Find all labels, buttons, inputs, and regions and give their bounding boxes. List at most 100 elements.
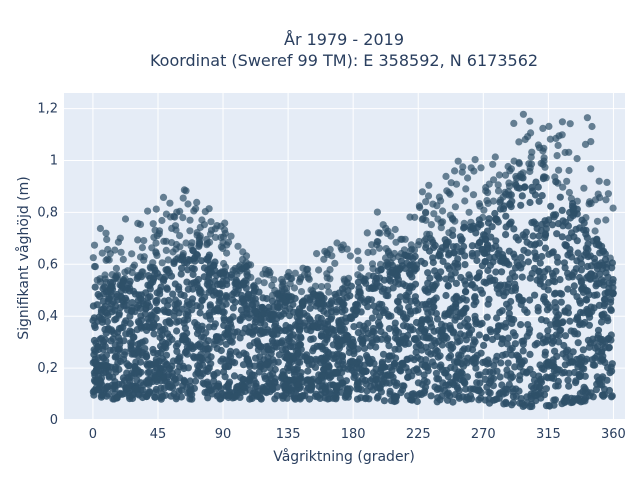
data-point [533,276,541,284]
data-point [290,375,298,384]
data-point [90,241,99,249]
data-point [104,324,113,332]
data-point [569,348,577,356]
data-point [429,254,437,262]
data-point [574,363,582,371]
data-point [451,259,459,267]
data-point [379,221,387,229]
data-point [434,273,442,281]
data-point [526,365,534,373]
data-point [103,235,111,243]
data-point [206,303,214,311]
data-point [570,368,579,377]
data-point [454,157,462,165]
data-point [375,322,383,330]
data-point [579,346,587,354]
data-point [529,370,537,379]
data-point [397,257,405,265]
data-point [320,307,328,315]
data-point [566,208,574,217]
data-point [545,122,553,130]
data-point [498,268,506,276]
data-point [425,285,433,293]
data-point [389,284,397,292]
data-point [157,384,165,392]
data-point [494,181,502,189]
data-point [503,340,511,348]
data-point [565,382,573,390]
data-point [210,382,218,391]
data-point [569,288,578,296]
data-point [422,198,430,206]
data-point [462,296,470,304]
data-point [383,336,391,344]
data-point [105,372,113,380]
data-point [435,337,443,345]
data-point [197,257,205,265]
data-point [508,373,517,381]
data-point [171,307,179,315]
data-point [205,205,213,213]
data-point [445,265,453,273]
data-point [519,402,527,410]
data-point [140,256,148,264]
data-point [128,299,136,307]
data-point [392,381,400,390]
data-point [347,282,355,290]
data-point [399,382,407,390]
data-point [497,322,506,330]
x-tick-label: 180 [341,427,366,442]
data-point [391,225,399,234]
data-point [427,221,435,229]
data-point [480,231,488,239]
data-point [562,397,570,406]
data-point [534,141,543,149]
data-point [368,284,377,293]
data-point [114,271,122,279]
data-point [188,264,196,272]
y-axis-title: Signifikant våghöjd (m) [15,176,32,339]
data-point [219,239,227,247]
data-point [137,312,145,320]
data-point [121,215,130,223]
data-point [473,274,482,282]
data-point [231,359,239,367]
data-point [451,167,459,175]
data-point [303,312,311,320]
data-point [430,210,438,218]
data-point [163,284,171,292]
data-point [346,252,354,260]
data-point [356,355,364,363]
data-point [186,395,194,403]
data-point [406,253,415,261]
data-point [542,338,550,346]
data-point [470,301,478,309]
data-point [601,290,609,298]
data-point [158,216,166,225]
data-point [176,232,184,240]
data-point [447,340,455,349]
data-point [255,392,263,400]
data-point [385,342,393,350]
data-point [164,256,172,264]
data-point [213,222,221,230]
data-point [451,316,459,324]
data-point [572,377,580,385]
data-point [528,269,536,278]
data-point [210,370,218,379]
data-point [424,348,432,356]
data-point [418,346,426,354]
data-point [96,367,104,375]
data-point [565,188,574,197]
data-point [491,153,499,161]
data-point [152,239,160,247]
data-point [529,232,537,240]
data-point [438,326,446,335]
data-point [557,298,565,306]
data-point [584,287,592,295]
data-point [472,364,480,372]
data-point [173,327,181,335]
data-point [384,262,392,270]
data-point [509,329,517,337]
